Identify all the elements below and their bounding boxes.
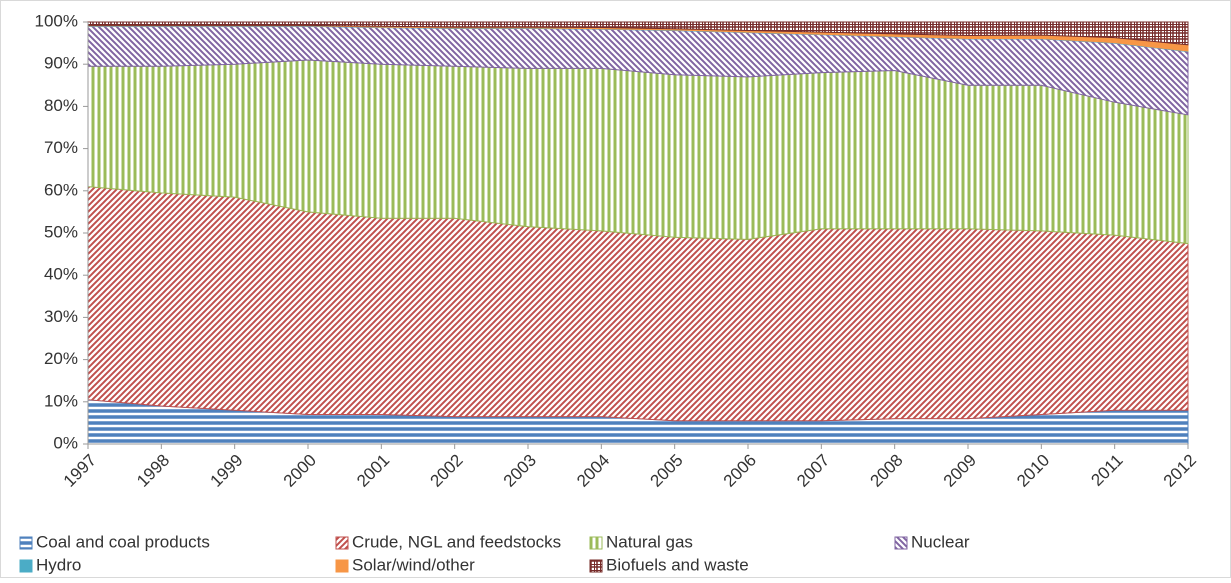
legend-label: Natural gas <box>606 532 693 551</box>
y-tick-label: 60% <box>44 180 78 199</box>
y-tick-label: 50% <box>44 222 78 241</box>
legend-swatch <box>19 536 33 550</box>
legend-label: Biofuels and waste <box>606 555 749 574</box>
legend-swatch <box>894 536 908 550</box>
area <box>87 21 1189 46</box>
legend-label: Nuclear <box>911 532 970 551</box>
legend-label: Solar/wind/other <box>352 555 475 574</box>
y-tick-label: 100% <box>35 11 78 30</box>
y-tick-label: 30% <box>44 307 78 326</box>
y-tick-label: 0% <box>53 433 78 452</box>
y-tick-label: 90% <box>44 54 78 73</box>
y-tick-label: 40% <box>44 265 78 284</box>
y-tick-label: 70% <box>44 138 78 157</box>
legend-label: Coal and coal products <box>36 532 210 551</box>
legend-swatch <box>335 559 349 573</box>
legend-swatch <box>589 536 603 550</box>
legend-label: Hydro <box>36 555 81 574</box>
legend-swatch <box>589 559 603 573</box>
legend-label: Crude, NGL and feedstocks <box>352 532 561 551</box>
y-tick-label: 80% <box>44 96 78 115</box>
legend-swatch <box>335 536 349 550</box>
y-tick-label: 10% <box>44 391 78 410</box>
y-tick-label: 20% <box>44 349 78 368</box>
legend-swatch <box>19 559 33 573</box>
